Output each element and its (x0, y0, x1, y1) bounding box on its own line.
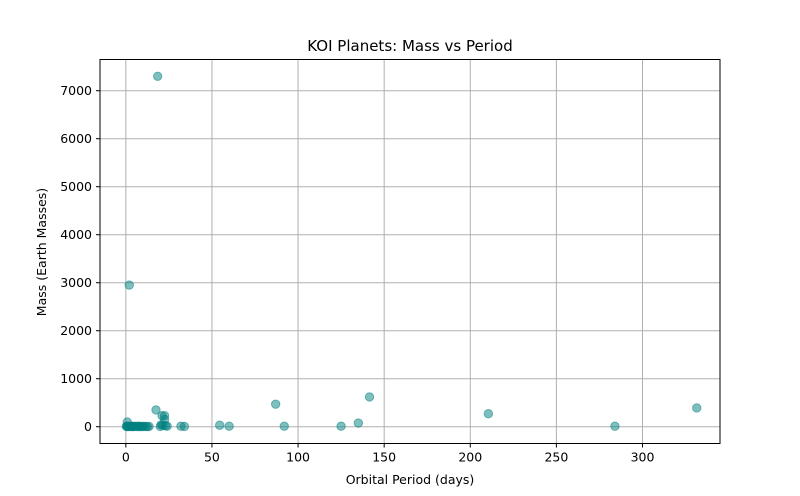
data-points (121, 71, 702, 432)
plot-area-frame (99, 59, 721, 444)
data-point (364, 392, 375, 402)
y-tick-label: 5000 (60, 179, 92, 194)
data-point (692, 403, 702, 413)
data-point (124, 280, 134, 290)
x-axis-label: Orbital Period (days) (346, 472, 475, 487)
data-point (179, 421, 190, 432)
data-point (270, 399, 281, 409)
x-tick-label: 100 (286, 450, 310, 465)
data-point (214, 420, 225, 430)
data-point (224, 421, 234, 431)
data-point (610, 421, 620, 431)
data-point (155, 421, 165, 432)
x-axis-ticks: 0 50 100 150 200 250 300 (122, 443, 655, 465)
x-tick-label: 150 (372, 450, 396, 465)
y-tick-label: 4000 (60, 227, 92, 242)
grid-lines (100, 59, 720, 444)
y-tick-label: 3000 (60, 275, 92, 290)
y-tick-label: 7000 (60, 83, 92, 98)
y-tick-label: 2000 (60, 323, 92, 338)
x-tick-label: 250 (544, 450, 568, 465)
chart-title: KOI Planets: Mass vs Period (307, 37, 512, 55)
x-tick-label: 0 (122, 450, 130, 465)
y-tick-label: 1000 (60, 371, 92, 386)
data-point (279, 421, 289, 431)
x-tick-label: 50 (204, 450, 220, 465)
y-axis-ticks: 0 1000 2000 3000 4000 5000 6000 7000 (60, 83, 100, 434)
y-tick-label: 6000 (60, 131, 92, 146)
data-point (144, 421, 154, 432)
data-point (151, 405, 161, 415)
data-point (336, 421, 346, 431)
data-point (353, 418, 364, 428)
y-axis-label: Mass (Earth Masses) (34, 188, 49, 316)
x-tick-label: 300 (631, 450, 655, 465)
data-point (483, 409, 494, 419)
data-point (152, 71, 163, 82)
y-tick-label: 0 (84, 419, 92, 434)
x-tick-label: 200 (458, 450, 482, 465)
